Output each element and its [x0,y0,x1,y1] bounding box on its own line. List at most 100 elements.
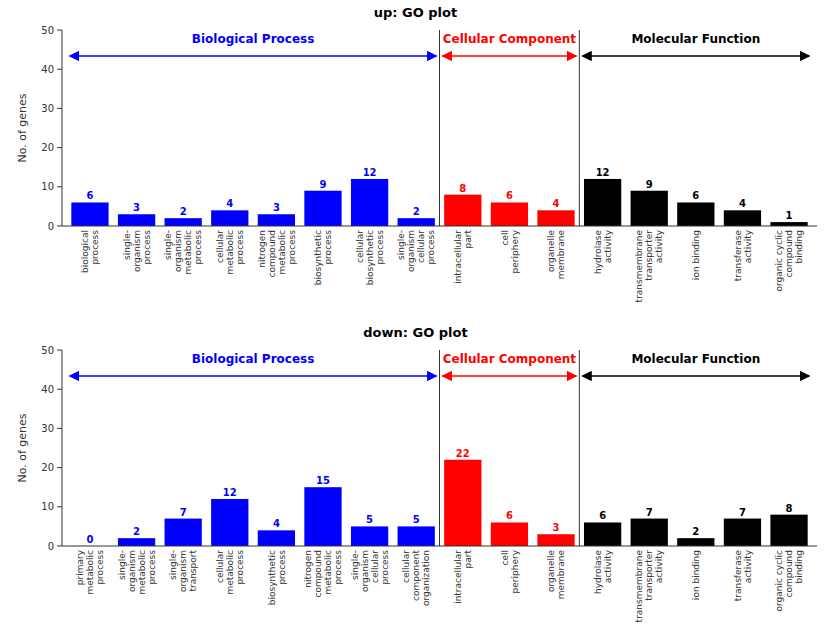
x-tick-label-line: process [380,550,390,585]
x-tick-label-line: compound [784,550,794,598]
bars [118,460,808,546]
y-tick [57,186,62,187]
x-tick-label: single-organismcellularprocess [350,550,390,592]
data-label: 22 [456,448,470,459]
group-arrow [443,55,577,57]
x-tick-label-line: process [235,550,245,585]
data-label: 7 [739,507,746,518]
y-tick-label: 0 [48,541,54,552]
bar [491,522,528,546]
x-tick-label-line: process [193,230,203,265]
bar [724,210,761,226]
x-tick-label-line: biosynthetic [365,230,375,285]
x-tick-label-line: activity [603,549,613,583]
data-label: 6 [599,510,606,521]
x-tick-label: single-organismprocess [122,230,152,272]
data-label: 15 [316,475,330,486]
data-label: 6 [506,190,513,201]
group-separator [439,350,440,546]
x-tick-label-line: single- [163,230,173,260]
bar [258,530,295,546]
panel: down: GO plot01020304050No. of genes0pri… [16,325,817,622]
group-arrow [582,55,809,57]
x-tick-label: biologicalprocess [80,230,100,273]
x-tick-label-line: process [333,550,343,585]
x-tick-label-line: binding [794,230,804,264]
data-label: 1 [786,210,793,221]
y-tick [57,350,62,351]
y-axis-line [62,350,63,546]
title: down: GO plot [363,325,467,340]
group-label: Cellular Component [443,352,577,366]
y-tick-label: 20 [41,142,54,153]
x-tick-label: hydrolaseactivity [593,229,613,274]
x-tick-label: ion binding [691,230,701,280]
y-tick [57,147,62,148]
x-tick-label-line: single- [122,230,132,260]
bar [71,202,108,226]
y-tick-label: 40 [41,64,54,75]
x-tick-label-line: transmembrane [634,230,644,303]
x-tick-label-line: compound [313,550,323,598]
bar [770,222,807,226]
bar [118,214,155,226]
x-tick-label: cellularcomponentorganization [401,550,431,606]
y-axis-line [62,30,63,226]
bar [584,522,621,546]
data-label: 6 [506,510,513,521]
x-tick-label-line: part [463,550,473,569]
bar [351,179,388,226]
x-tick-label-line: membrane [556,550,566,600]
bar [537,534,574,546]
x-tick-label-line: process [147,550,157,585]
data-label: 2 [180,206,187,217]
x-tick-label-line: organelle [546,230,556,273]
y-tick [57,506,62,507]
x-tick-label-line: single- [396,230,406,260]
x-tick-label-line: cellular [416,230,426,263]
x-tick-label-line: metabolic [277,230,287,275]
bar [631,519,668,546]
x-tick-label-line: cell [500,550,510,566]
x-tick-label-line: process [375,230,385,265]
y-tick-label: 30 [41,103,54,114]
bar [165,519,202,546]
data-label: 2 [692,526,699,537]
x-tick-label-line: nitrogen [257,230,267,268]
x-tick-label: ion binding [691,550,701,600]
data-label: 12 [223,487,237,498]
x-tick-label-line: biosynthetic [267,550,277,605]
x-tick-label: intracellularpart [453,230,473,284]
bar [398,218,435,226]
data-label: 2 [413,206,420,217]
x-tick-label: transmembranetransporteractivity [634,549,664,622]
y-tick [57,546,62,547]
data-label: 3 [133,202,140,213]
x-tick-label-line: part [463,230,473,249]
x-tick-label-line: process [323,230,333,265]
x-tick-label: single-organismmetabolicprocess [163,230,203,275]
bar [304,191,341,226]
x-tick-label-line: component [411,550,421,601]
x-tick-label-line: organization [421,550,431,606]
group-arrow [582,375,809,377]
bar [304,487,341,546]
x-tick-label-line: transporter [644,550,654,601]
x-tick-label-line: ion binding [691,230,701,280]
x-tick-label-line: transmembrane [634,550,644,623]
x-tick-label-line: transferase [733,550,743,602]
x-tick-label: cellperiphery [500,229,520,273]
x-tick-label-line: organism [127,550,137,592]
data-label: 4 [226,198,233,209]
x-tick-label-line: biological [80,230,90,273]
x-tick-label: hydrolaseactivity [593,549,613,594]
x-tick-label-line: intracellular [453,550,463,604]
bar [398,526,435,546]
x-tick-label: single-organismmetabolicprocess [117,550,157,595]
y-axis-label: No. of genes [16,413,29,482]
y-tick-label: 40 [41,384,54,395]
x-tick-label-line: organism [406,230,416,272]
data-label: 8 [786,503,793,514]
x-tick-label-line: periphery [510,549,520,593]
x-tick-label-line: ion binding [691,550,701,600]
